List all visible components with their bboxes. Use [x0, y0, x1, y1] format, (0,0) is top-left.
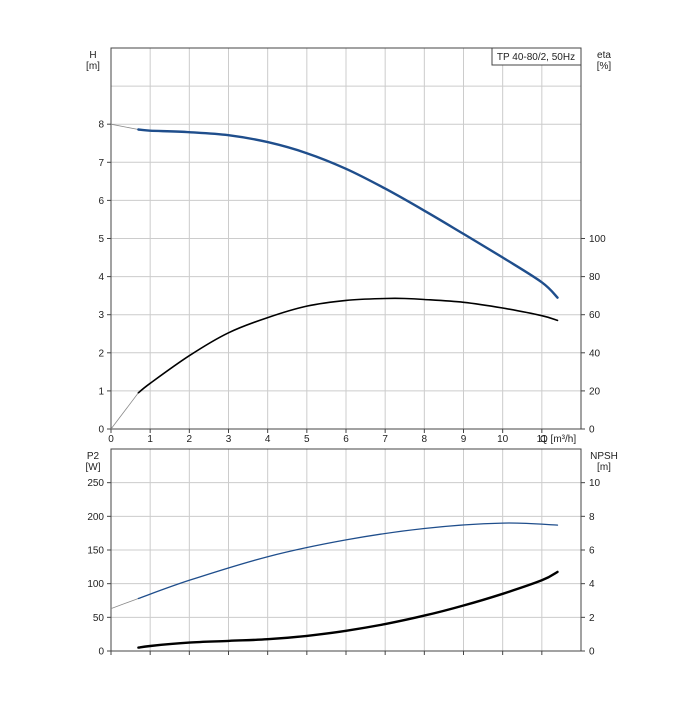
- y-axis-label-right: NPSH: [590, 451, 618, 462]
- head-curve-extension: [110, 123, 139, 130]
- npsh-curve: [137, 570, 559, 649]
- x-tick-label: 1: [147, 434, 153, 445]
- y-tick-label-right: 10: [589, 478, 601, 489]
- y-tick-label-right: 20: [589, 386, 601, 397]
- y-tick-label-right: 40: [589, 348, 601, 359]
- y-tick-label-left: 250: [87, 478, 104, 489]
- y-tick-label-right: 60: [589, 310, 601, 321]
- x-tick-label: 3: [226, 434, 232, 445]
- y-axis-label-right: eta: [597, 50, 611, 61]
- efficiency-curve: [137, 297, 559, 394]
- grid: [111, 48, 581, 429]
- x-tick-label: 4: [265, 434, 271, 445]
- y-tick-label-right: 2: [589, 613, 595, 624]
- x-tick-label: 8: [422, 434, 428, 445]
- y-tick-label-left: 150: [87, 546, 104, 557]
- y-tick-label-right: 0: [589, 425, 595, 436]
- x-axis-label: Q [m³/h]: [540, 434, 576, 445]
- efficiency-curve-extension: [110, 392, 139, 430]
- y-tick-label-right: 8: [589, 512, 595, 523]
- y-tick-label-left: 5: [98, 234, 104, 245]
- y-tick-label-right: 80: [589, 272, 601, 283]
- y-tick-label-left: 8: [98, 120, 104, 131]
- y-tick-label-left: 4: [98, 272, 104, 283]
- y-tick-label-left: 100: [87, 579, 104, 590]
- y-axis-unit-right: [%]: [597, 61, 612, 72]
- x-tick-label: 7: [382, 434, 388, 445]
- x-tick-label: 6: [343, 434, 349, 445]
- power-curve-extension: [110, 598, 139, 609]
- y-tick-label-left: 0: [98, 647, 104, 658]
- x-tick-label: 5: [304, 434, 310, 445]
- y-tick-label-right: 100: [589, 234, 606, 245]
- y-tick-label-left: 3: [98, 310, 104, 321]
- power-curve: [137, 522, 559, 600]
- head-curve: [137, 128, 559, 299]
- y-axis-label-left: H: [89, 50, 96, 61]
- y-tick-label-left: 2: [98, 348, 104, 359]
- y-tick-label-right: 4: [589, 579, 595, 590]
- y-tick-label-left: 6: [98, 196, 104, 207]
- y-axis-unit-left: [W]: [86, 462, 101, 473]
- y-axis-unit-left: [m]: [86, 61, 100, 72]
- y-tick-label-left: 0: [98, 425, 104, 436]
- x-tick-label: 0: [108, 434, 114, 445]
- y-tick-label-left: 7: [98, 158, 104, 169]
- x-tick-label: 11: [537, 434, 548, 445]
- title-box-frame: [491, 47, 582, 66]
- x-tick-label: 9: [461, 434, 467, 445]
- power-npsh-panel: 0 50 100 150 200 250 0 2 4 6 8 10 P2[W] NPSH[m]: [86, 448, 618, 658]
- y-tick-label-right: 6: [589, 546, 595, 557]
- y-tick-label-left: 1: [98, 386, 104, 397]
- y-axis-label-left: P2: [87, 451, 100, 462]
- x-tick-label: 10: [497, 434, 509, 445]
- y-axis-unit-right: [m]: [597, 462, 611, 473]
- chart-title-box: TP 40-80/2, 50Hz: [491, 47, 582, 66]
- x-tick-label: 2: [187, 434, 193, 445]
- chart-title: TP 40-80/2, 50Hz: [497, 52, 575, 63]
- y-tick-label-left: 200: [87, 512, 104, 523]
- y-tick-label-right: 0: [589, 647, 595, 658]
- y-tick-label-left: 50: [93, 613, 105, 624]
- grid: [111, 449, 581, 651]
